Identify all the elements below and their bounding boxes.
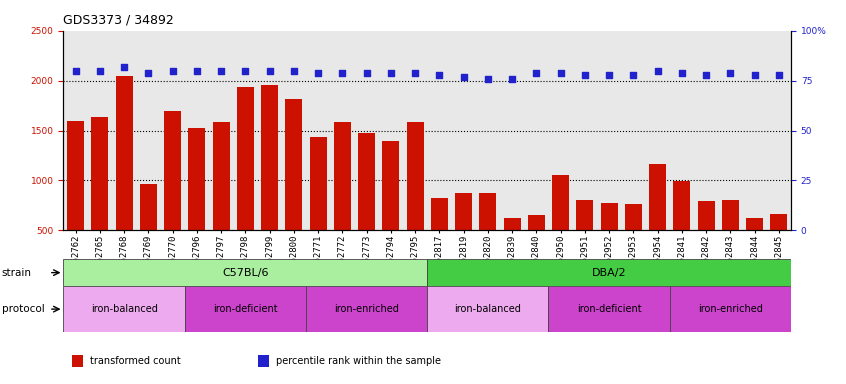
Bar — [310, 137, 327, 280]
Point — [311, 70, 325, 76]
Bar — [334, 122, 351, 280]
Text: DBA/2: DBA/2 — [592, 268, 626, 278]
Point — [141, 70, 155, 76]
Bar — [164, 111, 181, 280]
Text: GDS3373 / 34892: GDS3373 / 34892 — [63, 13, 174, 26]
Point — [263, 68, 277, 74]
Bar — [503, 218, 520, 280]
Point — [505, 76, 519, 82]
Bar — [673, 182, 690, 280]
Point — [723, 70, 737, 76]
Point — [239, 68, 252, 74]
Point — [602, 71, 616, 78]
Bar — [601, 204, 618, 280]
Bar — [140, 184, 157, 280]
Bar — [212, 122, 229, 280]
Bar — [552, 175, 569, 280]
Text: iron-deficient: iron-deficient — [577, 304, 641, 314]
Bar — [576, 200, 593, 280]
Text: C57BL/6: C57BL/6 — [222, 268, 268, 278]
Text: iron-enriched: iron-enriched — [698, 304, 763, 314]
Bar — [184, 286, 306, 332]
Text: percentile rank within the sample: percentile rank within the sample — [276, 356, 441, 366]
Bar — [63, 286, 184, 332]
Point — [772, 71, 786, 78]
Point — [409, 70, 422, 76]
Point — [69, 68, 82, 74]
Bar — [63, 259, 427, 286]
Bar — [649, 164, 666, 280]
Bar — [771, 214, 788, 280]
Bar — [625, 204, 642, 280]
Point — [748, 71, 761, 78]
Point — [360, 70, 373, 76]
Bar — [306, 286, 427, 332]
Text: iron-deficient: iron-deficient — [213, 304, 277, 314]
Bar — [427, 286, 548, 332]
Point — [384, 70, 398, 76]
Bar — [480, 194, 497, 280]
Bar — [407, 122, 424, 280]
Point — [336, 70, 349, 76]
Bar — [285, 99, 302, 280]
Point — [700, 71, 713, 78]
Point — [481, 76, 495, 82]
Text: transformed count: transformed count — [90, 356, 180, 366]
Point — [578, 71, 591, 78]
Point — [530, 70, 543, 76]
Point — [432, 71, 446, 78]
Point — [554, 70, 568, 76]
Bar — [189, 127, 206, 280]
Bar — [698, 202, 715, 280]
Bar — [261, 84, 278, 280]
Bar — [431, 199, 448, 280]
Bar — [427, 259, 791, 286]
Text: protocol: protocol — [2, 304, 45, 314]
Point — [166, 68, 179, 74]
Bar — [528, 215, 545, 280]
Point — [651, 68, 664, 74]
Bar — [382, 141, 399, 280]
Bar — [722, 200, 739, 280]
Text: strain: strain — [2, 268, 31, 278]
Text: iron-balanced: iron-balanced — [91, 304, 157, 314]
Point — [287, 68, 300, 74]
Bar — [116, 76, 133, 280]
Point — [675, 70, 689, 76]
Point — [118, 64, 131, 70]
Bar — [746, 218, 763, 280]
Point — [190, 68, 204, 74]
Point — [93, 68, 107, 74]
Bar — [91, 117, 108, 280]
Bar — [455, 194, 472, 280]
Text: iron-enriched: iron-enriched — [334, 304, 399, 314]
Bar — [548, 286, 670, 332]
Bar — [670, 286, 791, 332]
Bar — [358, 132, 375, 280]
Bar — [67, 121, 84, 280]
Bar — [237, 87, 254, 280]
Point — [214, 68, 228, 74]
Point — [627, 71, 640, 78]
Text: iron-balanced: iron-balanced — [454, 304, 521, 314]
Point — [457, 74, 470, 80]
